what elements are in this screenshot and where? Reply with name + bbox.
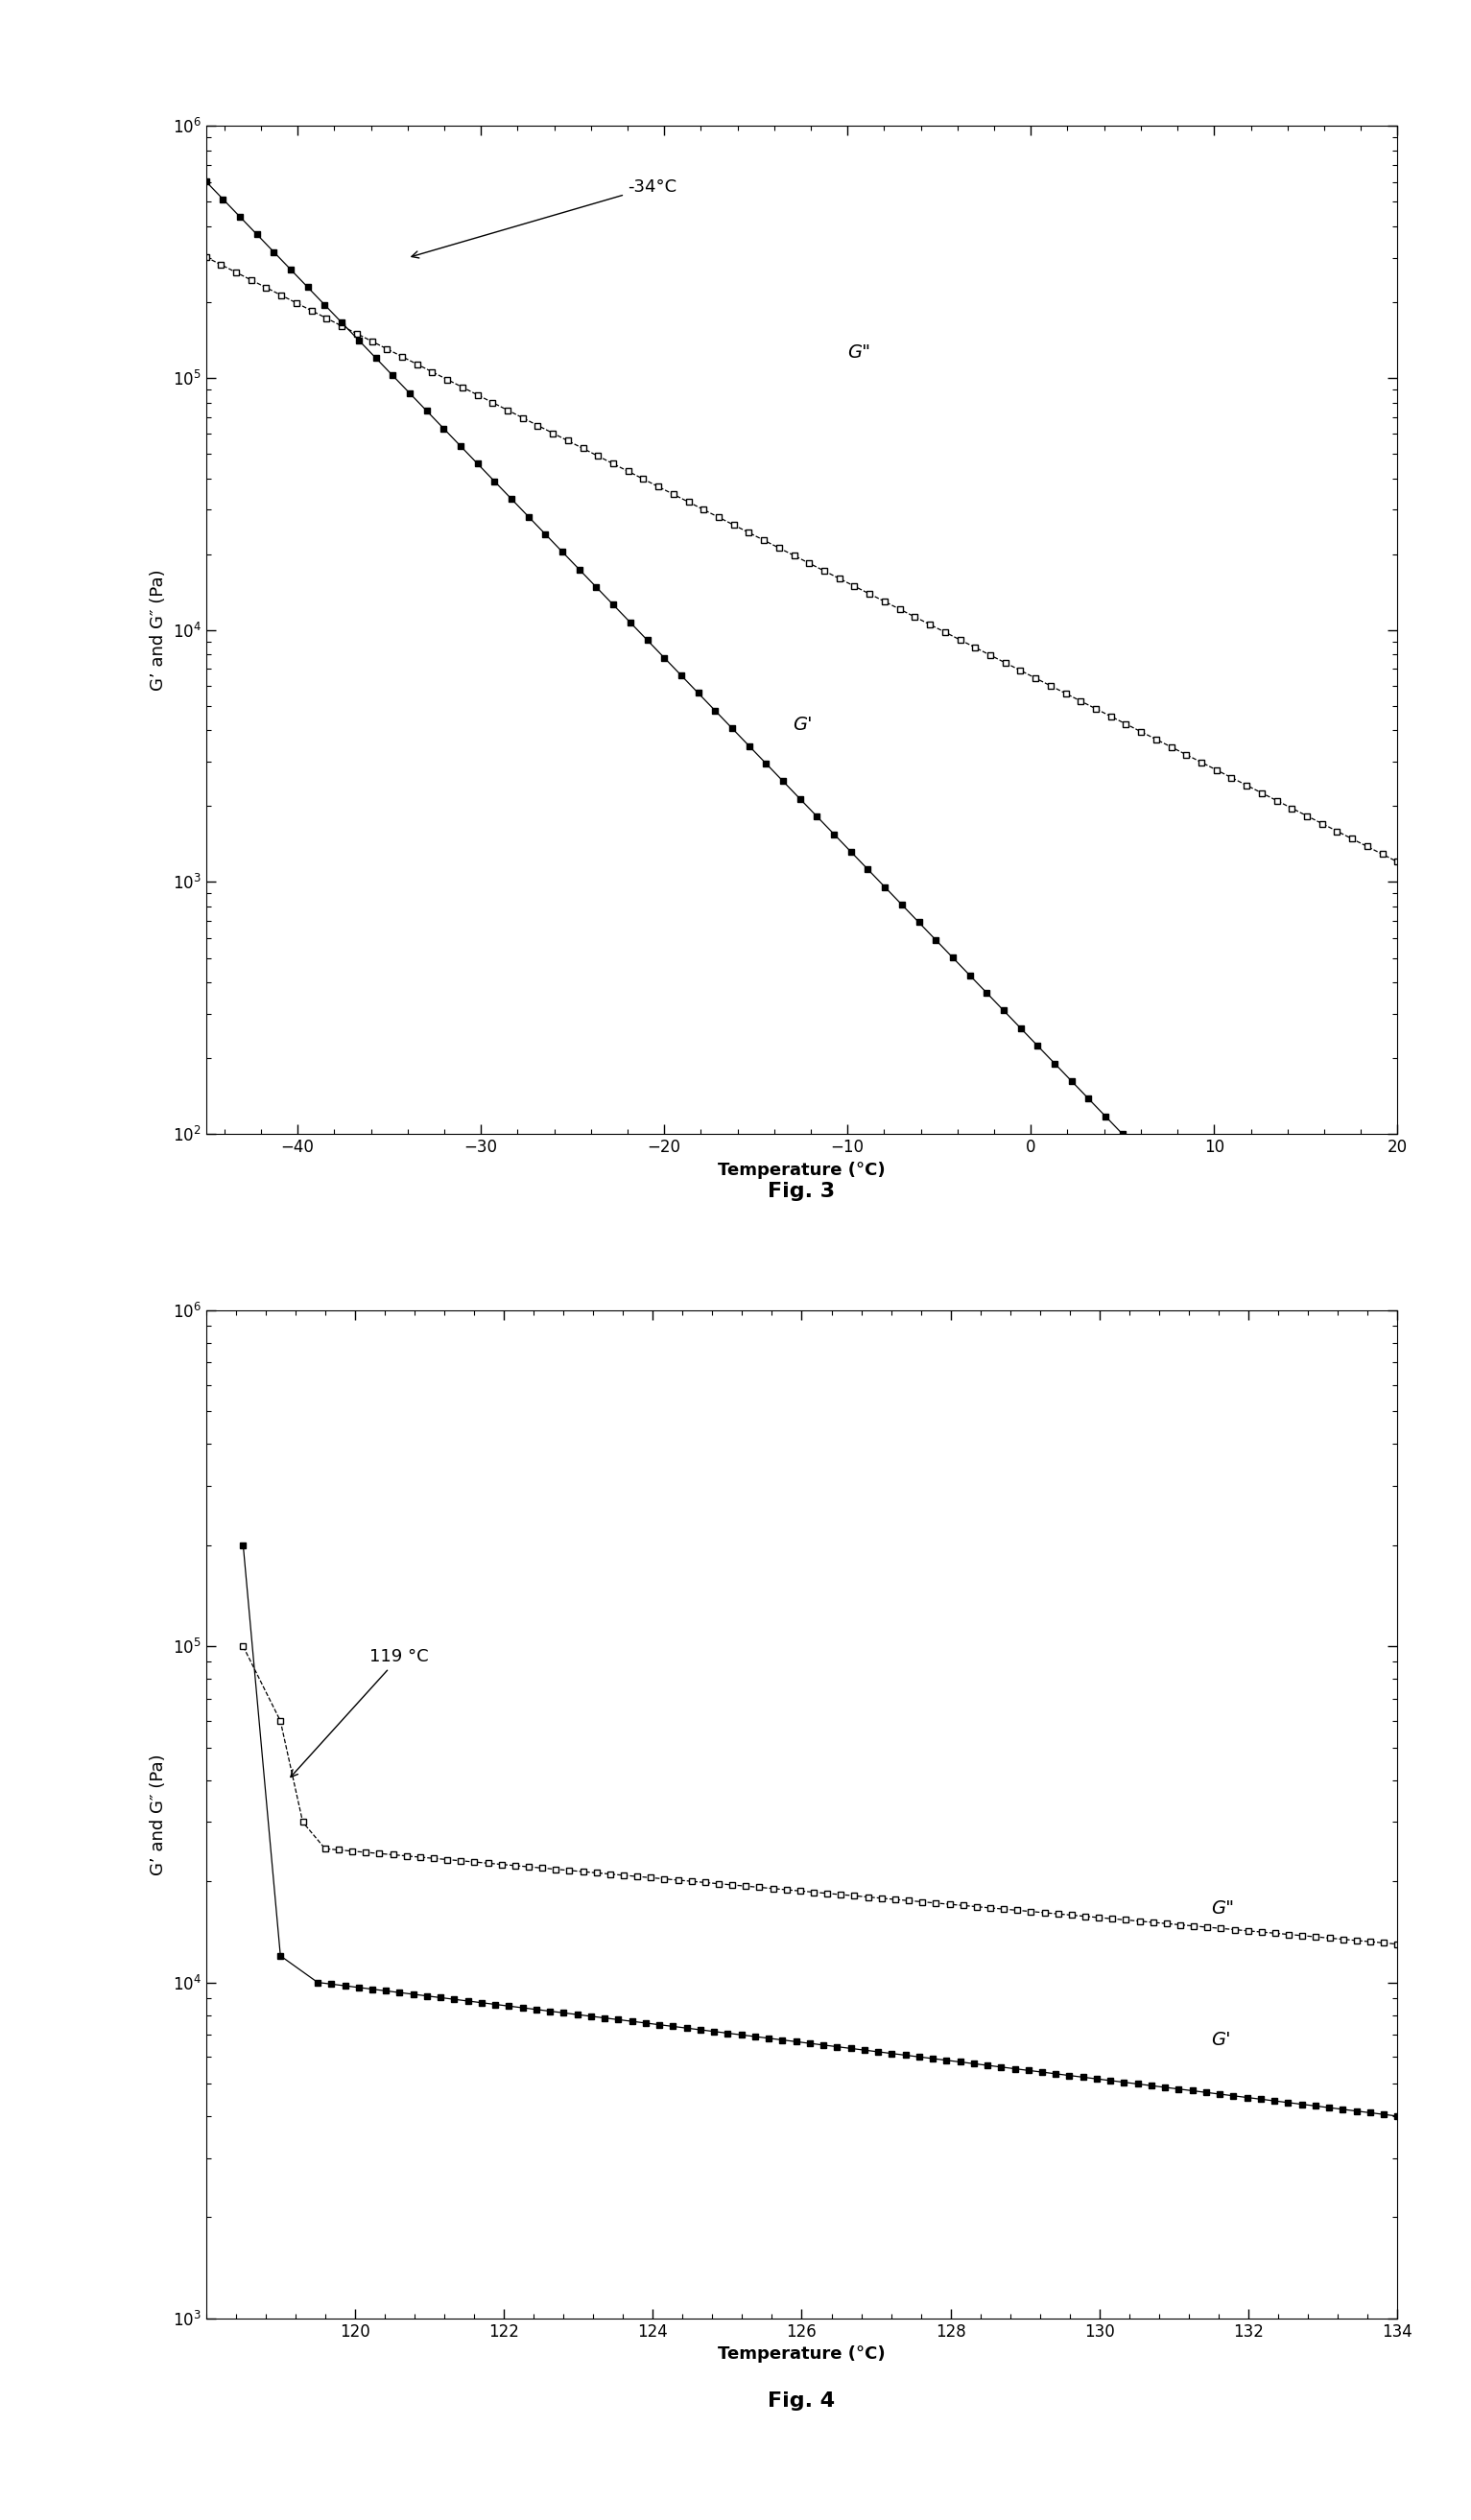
Text: G": G": [847, 343, 871, 363]
Y-axis label: G’ and G″ (Pa): G’ and G″ (Pa): [150, 570, 168, 690]
Text: G": G": [1211, 1900, 1234, 1918]
Text: Fig. 3: Fig. 3: [768, 1182, 836, 1202]
X-axis label: Temperature (°C): Temperature (°C): [718, 2346, 886, 2364]
Text: Fig. 4: Fig. 4: [768, 2391, 836, 2412]
Y-axis label: G’ and G″ (Pa): G’ and G″ (Pa): [150, 1754, 168, 1875]
Text: 119 °C: 119 °C: [291, 1648, 430, 1777]
Text: G': G': [1211, 2031, 1231, 2049]
Text: G': G': [793, 716, 812, 733]
Text: -34°C: -34°C: [412, 179, 677, 257]
X-axis label: Temperature (°C): Temperature (°C): [718, 1162, 886, 1179]
